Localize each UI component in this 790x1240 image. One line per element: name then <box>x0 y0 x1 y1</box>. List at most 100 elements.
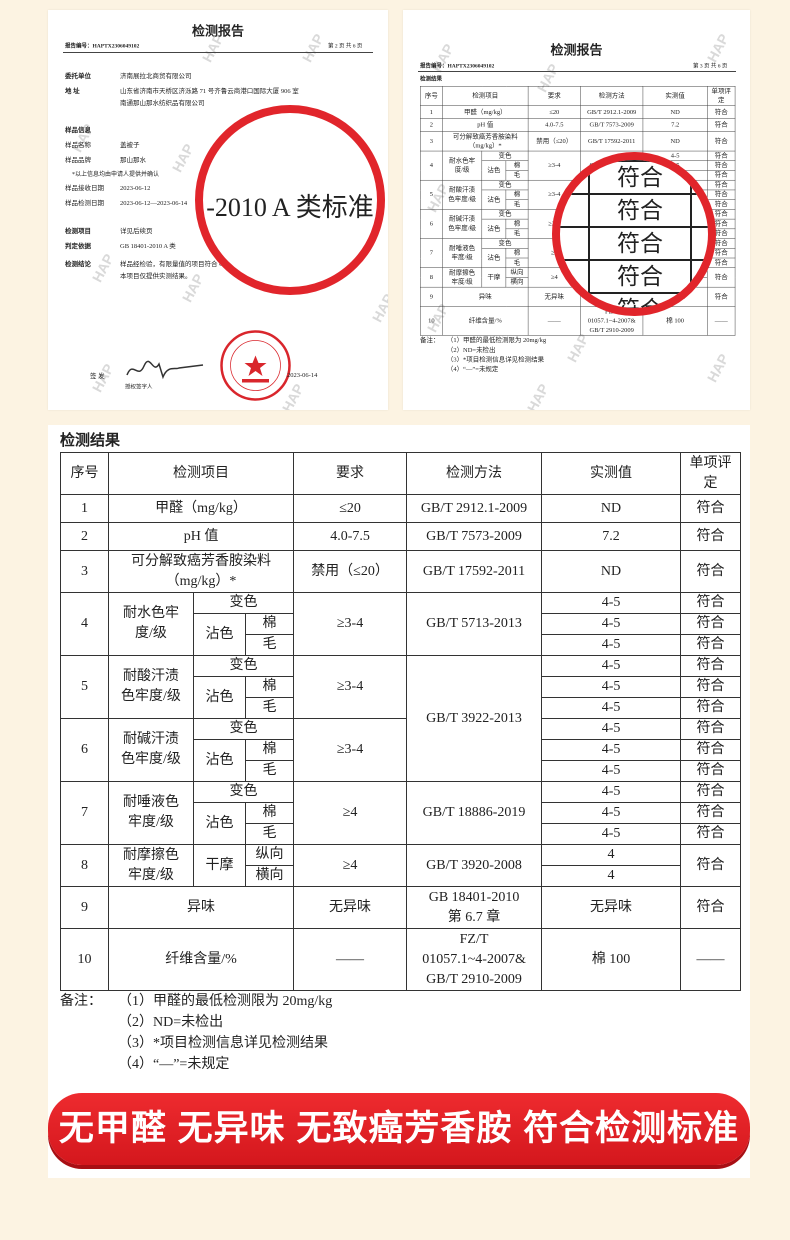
method-cell: GB/T 17592-2011 <box>580 131 644 152</box>
field-value: GB 18401-2010 A 类 <box>120 242 176 250</box>
header-cell: 要求 <box>293 452 408 495</box>
table-row: 3 可分解致癌芳香胺染料（mg/kg）* 禁用（≤20） GB/T 17592-201… <box>60 550 742 593</box>
requirement-cell: ≥4 <box>293 844 408 887</box>
no-cell: 1 <box>420 105 443 119</box>
header-cell: 检测项目 <box>442 85 529 106</box>
result-cell: 4-5 <box>541 739 682 761</box>
verdict-cell: 符合 <box>680 550 742 593</box>
method-cell: GB/T 7573-2009 <box>406 522 543 551</box>
note-item: （4）“—”=未规定 <box>446 366 499 374</box>
field-value: 盖被子 <box>120 141 140 149</box>
item-cell: 耐水色牢度/级 <box>442 150 483 181</box>
verdict-cell: 符合 <box>707 160 736 171</box>
item-cell: 耐酸汗渍色牢度/级 <box>442 179 483 210</box>
report-number: 报告编号：HAPTX2306049102 <box>65 43 140 49</box>
field-value: 那山那水 <box>120 156 147 164</box>
result-cell: 4-5 <box>541 802 682 824</box>
sub-item-cell: 沾色 <box>193 676 246 719</box>
item-cell: 纤维含量/% <box>107 928 295 991</box>
requirement-cell: 无异味 <box>527 286 581 307</box>
note-item: （1）甲醛的最低检测限为 20mg/kg <box>118 994 333 1009</box>
no-cell: 8 <box>60 844 109 887</box>
results-table: 序号 检测项目 要求 检测方法 实测值 单项评定 1 甲醛（mg/kg） ≤20 GB/T 291… <box>60 452 742 991</box>
header-cell: 序号 <box>60 452 109 495</box>
result-cell: 4-5 <box>541 613 682 635</box>
result-cell: 4-5 <box>541 655 682 677</box>
verdict-cell: 符合 <box>707 105 736 119</box>
item-cell: 可分解致癌芳香胺染料（mg/kg）* <box>107 550 295 593</box>
requirement-cell: ≥4 <box>293 781 408 845</box>
magnifier-rule <box>560 226 708 228</box>
header-cell: 单项评定 <box>707 85 736 106</box>
method-cell: GB/T 18886-2019 <box>406 781 543 845</box>
sub-item-cell: 纵向 <box>505 267 529 278</box>
no-cell: 9 <box>60 886 109 929</box>
field-value: 样品经检验，有限量值的项目符合 GB <box>120 260 229 268</box>
item-cell: 纤维含量/% <box>442 306 529 336</box>
result-cell: 4-5 <box>541 760 682 782</box>
result-cell: 4-5 <box>541 592 682 614</box>
verdict-cell: 符合 <box>680 613 742 635</box>
sub-item-cell: 沾色 <box>193 802 246 845</box>
requirement-cell: 无异味 <box>293 886 408 929</box>
verdict-cell: 符合 <box>680 823 742 845</box>
sub-item-cell: 沾色 <box>481 160 507 181</box>
table-row: 2 pH 值 4.0-7.5 GB/T 7573-2009 7.2 符合 <box>60 522 742 551</box>
sub-item-cell: 变色 <box>481 238 529 249</box>
sub-item-cell: 毛 <box>244 760 295 782</box>
sub-item-cell: 棉 <box>244 802 295 824</box>
no-cell: 3 <box>60 550 109 593</box>
sign-date: 2023-06-14 <box>287 371 318 379</box>
signer: 授权签字人 <box>125 384 153 390</box>
verdict-cell: 符合 <box>680 697 742 719</box>
item-cell: 耐水色牢度/级 <box>108 592 194 656</box>
verdict-cell: 符合 <box>680 886 742 929</box>
report-content: 检测报告 报告编号：HAPTX2306049102 第 2 页 共 6 页 委托… <box>48 10 388 410</box>
method-line: GB/T 2910-2009 <box>426 971 522 987</box>
no-cell: 4 <box>60 592 109 656</box>
result-cell: 4 <box>541 844 682 866</box>
result-cell: 棉 100 <box>541 928 682 991</box>
method-cell: GB/T 5713-2013 <box>406 592 543 656</box>
requirement-cell: 禁用（≤20） <box>527 131 581 152</box>
sub-item-cell: 棉 <box>505 160 529 171</box>
method-cell: GB/T 2912.1-2009 <box>406 494 543 523</box>
requirement-cell: 4.0-7.5 <box>527 118 581 132</box>
magnifier-rule <box>690 160 692 308</box>
header-cell: 检测方法 <box>580 85 644 106</box>
item-cell: 异味 <box>442 286 529 307</box>
verdict-cell: 符合 <box>707 118 736 132</box>
requirement-cell: ≥3-4 <box>527 150 581 181</box>
table-row: 2 pH 值 4.0-7.5 GB/T 7573-2009 7.2 符合 <box>420 118 736 132</box>
page-number: 第 2 页 共 6 页 <box>328 43 363 49</box>
section-heading: 检测结果 <box>60 432 121 449</box>
sub-item-cell: 变色 <box>192 655 295 677</box>
no-cell: 9 <box>420 286 443 307</box>
result-cell: 4-5 <box>541 718 682 740</box>
sub-item-cell: 毛 <box>505 170 529 181</box>
field-value: 山东省济南市天桥区济泺路 71 号齐鲁云商港口国际大厦 906 室 <box>120 87 299 95</box>
item-cell: 耐摩擦色牢度/级 <box>108 844 194 887</box>
header-cell: 要求 <box>527 85 581 106</box>
magnifier-rule <box>560 160 708 162</box>
requirement-cell: —— <box>527 306 581 336</box>
verdict-cell: 符合 <box>680 739 742 761</box>
table-row: 序号 检测项目 要求 检测方法 实测值 单项评定 <box>60 452 742 495</box>
method-cell: GB 18401-2010 第 6.7 章 <box>406 886 543 929</box>
result-cell: 7.2 <box>541 522 682 551</box>
method-cell: GB/T 3920-2008 <box>406 844 543 887</box>
result-cell: ND <box>642 131 708 152</box>
header-cell: 检测项目 <box>107 452 295 495</box>
result-cell: 4-5 <box>541 781 682 803</box>
verdict-cell: 符合 <box>680 844 742 887</box>
sub-item-cell: 棉 <box>505 189 529 200</box>
verdict-cell: 符合 <box>680 802 742 824</box>
field-label: 地 址 <box>65 87 80 95</box>
field-label: 判定依据 <box>65 242 92 250</box>
notes-label: 备注： <box>420 336 440 344</box>
